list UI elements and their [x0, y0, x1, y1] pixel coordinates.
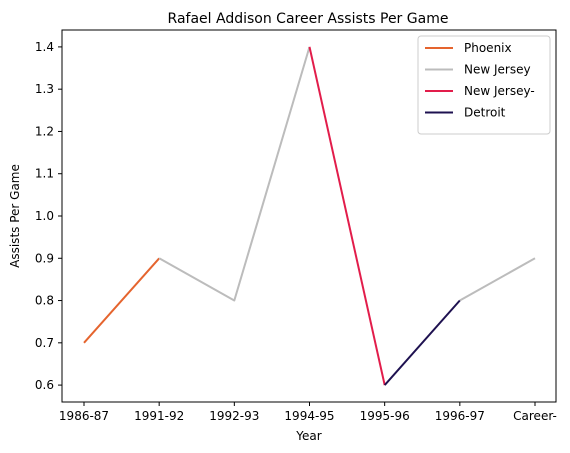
series-line-1 — [158, 46, 311, 302]
x-axis: 1986-87 1991-92 1992-93 1994-95 1995-96 1996-… — [59, 402, 557, 423]
series-line-3 — [308, 46, 386, 386]
legend-label: New Jersey — [464, 63, 531, 77]
series-line-4 — [383, 299, 461, 386]
legend-label: Phoenix — [464, 41, 512, 55]
legend-box — [417, 35, 551, 135]
y-axis-label: Assists Per Game — [8, 164, 22, 268]
x-tick-label: 1992-93 — [209, 409, 259, 423]
x-tick-label: 1996-97 — [435, 409, 485, 423]
y-tick-label: 1.4 — [35, 40, 54, 54]
x-tick-label: 1986-87 — [59, 409, 109, 423]
y-tick-label: 0.7 — [35, 336, 54, 350]
y-tick-label: 0.6 — [35, 378, 54, 392]
chart-title: Rafael Addison Career Assists Per Game — [168, 11, 449, 27]
x-tick-label: 1995-96 — [360, 409, 410, 423]
x-tick-label: 1994-95 — [284, 409, 334, 423]
x-axis-label: Year — [295, 429, 321, 443]
y-tick-label: 1.2 — [35, 124, 54, 138]
y-tick-label: 0.8 — [35, 294, 54, 308]
series-line-0 — [83, 257, 160, 344]
y-tick-label: 1.3 — [35, 82, 54, 96]
legend-label: New Jersey- — [464, 84, 535, 98]
y-axis: 0.6 0.7 0.8 0.9 1.0 1.1 1.2 1.3 1.4 — [35, 40, 62, 392]
y-tick-label: 0.9 — [35, 251, 54, 265]
x-tick-label: Career- — [513, 409, 557, 423]
x-tick-label: 1991-92 — [134, 409, 184, 423]
series-layer — [83, 46, 536, 386]
y-tick-label: 1.1 — [35, 167, 54, 181]
series-line-2 — [459, 257, 536, 302]
legend: Phoenix New Jersey New Jersey- Detroit — [417, 35, 551, 135]
legend-label: Detroit — [464, 106, 506, 120]
y-tick-label: 1.0 — [35, 209, 54, 223]
